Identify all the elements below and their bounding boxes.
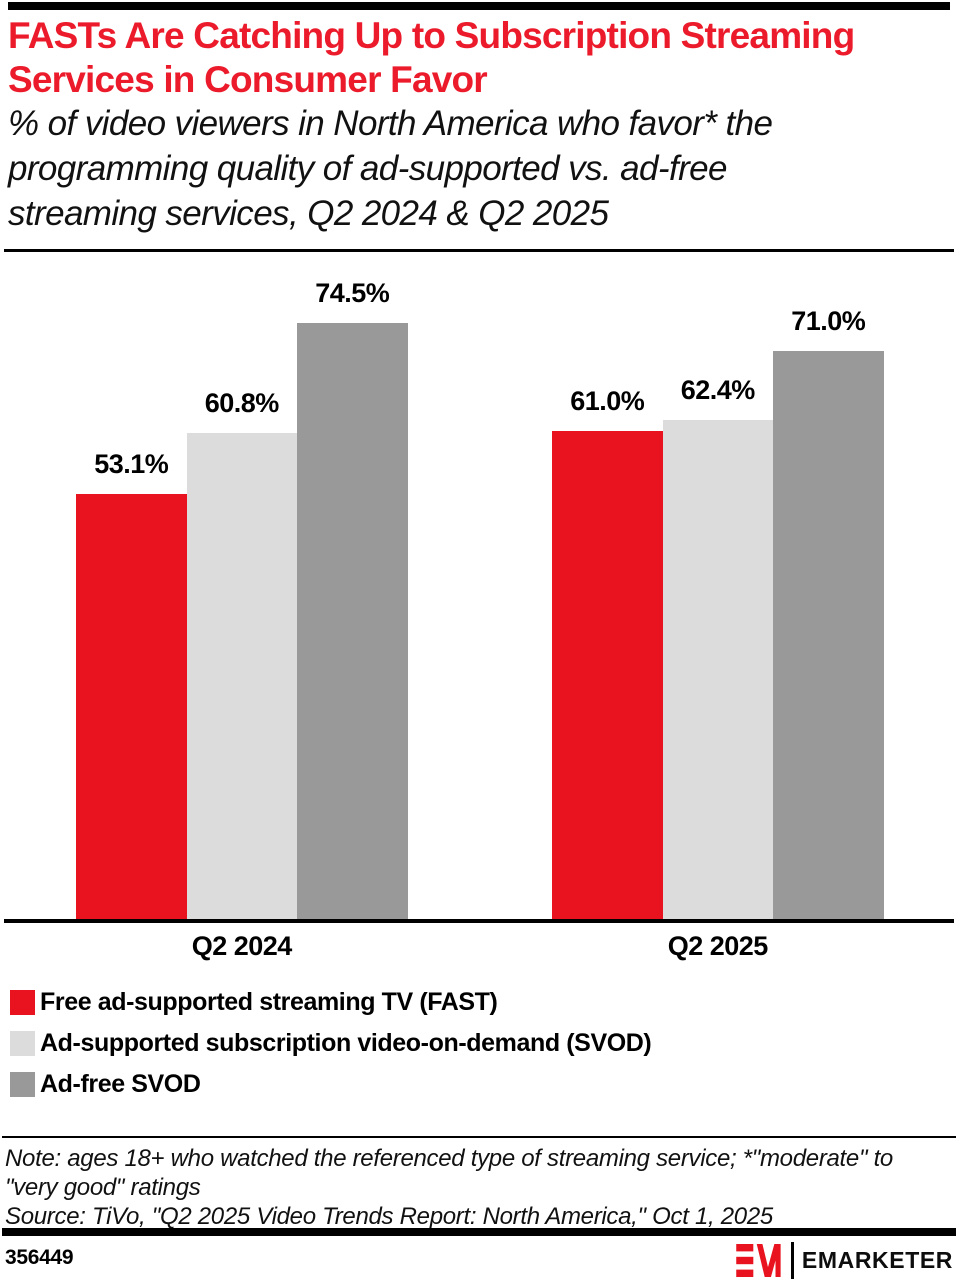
legend-label-ad-free-svod: Ad-free SVOD <box>40 1070 201 1098</box>
legend-swatch-ad-free-svod <box>10 1072 35 1097</box>
x-axis-category-label: Q2 2025 <box>667 931 769 961</box>
bar-value-label: 74.5% <box>315 278 390 308</box>
bar-value-label: 60.8% <box>204 387 280 418</box>
header-divider <box>4 249 954 252</box>
legend-swatch-ad-supported-svod <box>10 1031 35 1056</box>
emarketer-wordmark: EMARKETER <box>801 1246 953 1273</box>
note-text-line1: Note: ages 18+ who watched the reference… <box>5 1145 893 1172</box>
legend-swatch-fast <box>10 990 35 1015</box>
footnote-block: Note: ages 18+ who watched the reference… <box>5 1144 953 1231</box>
bar-value-label: 71.0% <box>791 306 866 336</box>
legend-label-fast: Free ad-supported streaming TV (FAST) <box>40 988 498 1016</box>
chart-id-number: 356449 <box>5 1246 74 1269</box>
emarketer-em-mark-icon <box>736 1243 781 1277</box>
chart-subtitle-line3: streaming services, Q2 2024 & Q2 2025 <box>8 194 609 233</box>
chart-subtitle: % of video viewers in North America who … <box>8 101 952 236</box>
note-text-line2: "very good" ratings <box>5 1174 201 1201</box>
bar-value-label: 62.4% <box>680 374 756 405</box>
logo-separator-line <box>790 1241 794 1279</box>
x-axis-line <box>4 919 954 923</box>
chart-title-line2: Services in Consumer Favor <box>8 59 488 100</box>
footer-divider <box>2 1228 956 1236</box>
legend-label-ad-supported-svod: Ad-supported subscription video-on-deman… <box>40 1029 652 1057</box>
bar-q2-2025-series-2 <box>773 351 884 919</box>
source-text: Source: TiVo, "Q2 2025 Video Trends Repo… <box>5 1203 773 1230</box>
bar-q2-2024-series-2 <box>297 323 408 919</box>
top-rule <box>8 2 950 10</box>
bar-value-label: 61.0% <box>570 386 645 416</box>
bar-q2-2024-series-0 <box>76 494 187 919</box>
chart-title: FASTs Are Catching Up to Subscription St… <box>8 14 950 102</box>
chart-subtitle-line2: programming quality of ad-supported vs. … <box>8 149 727 188</box>
bar-chart-plot-area: 53.1% 60.8% 74.5% 61.0% 62.4% 71.0% <box>0 255 958 980</box>
emarketer-logo: EMARKETER <box>736 1241 953 1279</box>
chart-title-line1: FASTs Are Catching Up to Subscription St… <box>8 15 855 56</box>
bar-q2-2024-series-1 <box>186 432 297 919</box>
bar-q2-2025-series-0 <box>552 431 663 919</box>
bar-value-label: 53.1% <box>94 449 169 480</box>
chart-subtitle-line1: % of video viewers in North America who … <box>8 104 773 143</box>
x-axis-category-label: Q2 2024 <box>191 931 293 961</box>
bar-q2-2025-series-1 <box>662 419 773 919</box>
footnote-divider <box>2 1136 956 1138</box>
